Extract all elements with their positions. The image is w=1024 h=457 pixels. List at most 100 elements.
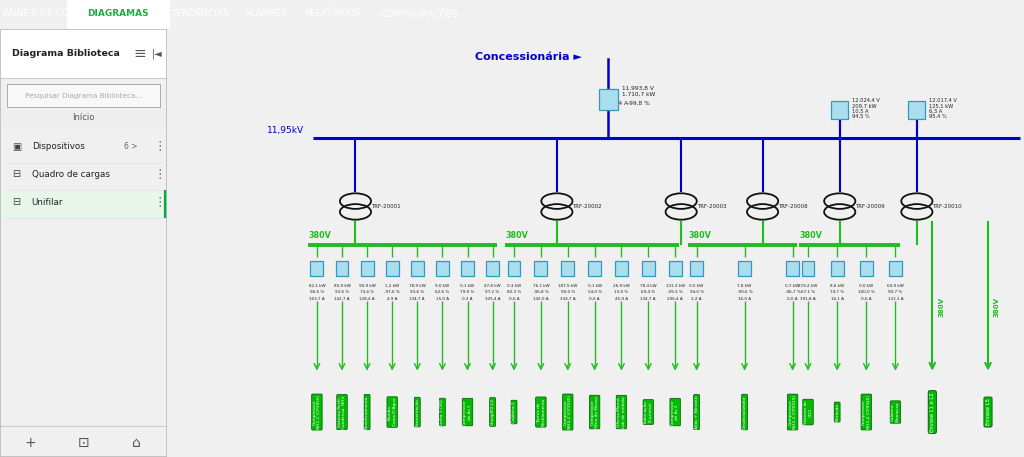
FancyBboxPatch shape (436, 261, 449, 276)
Text: 380V: 380V (800, 231, 822, 239)
FancyBboxPatch shape (486, 261, 499, 276)
Text: 206,4 A: 206,4 A (668, 297, 683, 301)
Text: Compressor
NH3-3 (CP0919): Compressor NH3-3 (CP0919) (788, 395, 797, 429)
Text: Fermentação: Fermentação (416, 398, 419, 426)
Text: Compressor
de Ar-2: Compressor de Ar-2 (671, 399, 680, 425)
Text: 380V: 380V (308, 231, 331, 239)
Text: 391,8 A: 391,8 A (800, 297, 816, 301)
Text: 0,0 A: 0,0 A (589, 297, 600, 301)
Text: 0,0 A: 0,0 A (861, 297, 871, 301)
FancyBboxPatch shape (336, 261, 348, 276)
Text: 6 >: 6 > (124, 142, 137, 151)
Text: TRF-20009: TRF-20009 (855, 204, 885, 209)
Text: 7,8 kW: 7,8 kW (737, 284, 752, 288)
Text: 6,3 A: 6,3 A (929, 109, 942, 114)
Text: Caldeira 2: Caldeira 2 (512, 401, 516, 423)
Bar (0, 109, 167, 125)
Text: ⋮: ⋮ (154, 168, 166, 181)
Text: 93,6 %: 93,6 % (335, 291, 349, 294)
Text: 82,1 kW: 82,1 kW (308, 284, 326, 288)
FancyBboxPatch shape (889, 261, 902, 276)
Text: 0,0 kW: 0,0 kW (859, 284, 873, 288)
Text: Envase L1 e L2: Envase L1 e L2 (930, 392, 935, 432)
Text: Sistema de
CO2: Sistema de CO2 (804, 400, 812, 424)
Text: 26,9 kW: 26,9 kW (613, 284, 630, 288)
Text: ▣: ▣ (11, 142, 20, 152)
Text: 380V: 380V (938, 297, 944, 317)
Text: Unifilar: Unifilar (32, 198, 63, 207)
Text: TRF-20001: TRF-20001 (371, 204, 400, 209)
Bar (0, 191, 167, 218)
Text: 13,9 %: 13,9 % (614, 291, 629, 294)
Text: 85,9 kW: 85,9 kW (334, 284, 350, 288)
Text: TRF-20010: TRF-20010 (932, 204, 962, 209)
Text: 93,6 %: 93,6 % (411, 291, 424, 294)
Text: Compressor
NH3-4 (CP9940): Compressor NH3-4 (CP9940) (862, 395, 870, 429)
Text: 62,6 %: 62,6 % (435, 291, 450, 294)
Text: ⌂: ⌂ (132, 436, 141, 450)
Text: -99,8 %: -99,8 % (627, 101, 650, 106)
Text: 142,0 A: 142,0 A (534, 297, 549, 301)
FancyBboxPatch shape (642, 261, 654, 276)
Text: 125,1 kW: 125,1 kW (929, 103, 953, 108)
Text: 76,1 kW: 76,1 kW (532, 284, 549, 288)
FancyBboxPatch shape (615, 261, 628, 276)
Text: 100,0 %: 100,0 % (858, 291, 874, 294)
Text: 0,1 kW: 0,1 kW (461, 284, 474, 288)
Text: -96,8 %: -96,8 % (534, 291, 549, 294)
FancyBboxPatch shape (831, 101, 848, 119)
Text: 79,9 %: 79,9 % (461, 291, 475, 294)
Text: 0,0 A: 0,0 A (787, 297, 798, 301)
Text: Filtração: Filtração (836, 403, 839, 421)
Text: RELATÓRIOS: RELATÓRIOS (304, 9, 361, 18)
Text: 187,5 kW: 187,5 kW (558, 284, 578, 288)
FancyBboxPatch shape (508, 261, 520, 276)
Text: 90,0 %: 90,0 % (560, 291, 574, 294)
Text: Envase L5: Envase L5 (985, 399, 990, 425)
FancyBboxPatch shape (360, 261, 374, 276)
Text: ⋮: ⋮ (154, 140, 166, 153)
FancyBboxPatch shape (310, 261, 324, 276)
Text: 128,4 A: 128,4 A (359, 297, 375, 301)
Text: 11.993,8 V: 11.993,8 V (622, 86, 654, 91)
FancyBboxPatch shape (461, 261, 474, 276)
Text: 8,6 kW: 8,6 kW (830, 284, 844, 288)
Bar (7, 85, 160, 107)
Text: Compressor
NH3-2 (CP3930): Compressor NH3-2 (CP3930) (563, 395, 572, 429)
Text: -99,3 %: -99,3 % (668, 291, 683, 294)
Text: Compressor
de Ar-1: Compressor de Ar-1 (463, 399, 472, 425)
Text: Choop/P2-L3: Choop/P2-L3 (490, 399, 495, 425)
Text: 209,7 kW: 209,7 kW (852, 103, 877, 108)
FancyBboxPatch shape (561, 261, 574, 276)
Text: 78,4 kW: 78,4 kW (640, 284, 656, 288)
Text: 105,4 A: 105,4 A (484, 297, 501, 301)
Text: ≡: ≡ (133, 46, 146, 61)
Text: Pesquisar Diagrama Biblioteca...: Pesquisar Diagrama Biblioteca... (25, 93, 142, 99)
Text: 69,4 %: 69,4 % (641, 291, 655, 294)
Text: 380V: 380V (688, 231, 711, 239)
Text: 380V: 380V (994, 297, 1000, 317)
Text: 80,3 %: 80,3 % (507, 291, 521, 294)
Text: PAINÉIS DE CON.: PAINÉIS DE CON. (3, 9, 79, 18)
Text: 78,9 kW: 78,9 kW (409, 284, 426, 288)
Text: 334,7 A: 334,7 A (560, 297, 575, 301)
Text: 12.017,4 V: 12.017,4 V (929, 98, 956, 103)
Text: Desalcoolizador: Desalcoolizador (742, 395, 746, 429)
Text: 0,5 kW: 0,5 kW (689, 284, 703, 288)
FancyBboxPatch shape (669, 261, 682, 276)
Text: 163,7 A: 163,7 A (309, 297, 325, 301)
FancyBboxPatch shape (908, 101, 926, 119)
FancyBboxPatch shape (535, 261, 547, 276)
Text: 94,0 %: 94,0 % (689, 291, 703, 294)
Text: |◄: |◄ (152, 48, 163, 59)
Text: ⊟: ⊟ (11, 197, 19, 207)
Text: 83,4 A: 83,4 A (609, 101, 628, 106)
FancyBboxPatch shape (860, 261, 872, 276)
Text: Quadro de cargas: Quadro de cargas (32, 170, 110, 179)
FancyBboxPatch shape (830, 261, 844, 276)
Text: 122,1 A: 122,1 A (888, 297, 903, 301)
Text: Linha 1 CPD: Linha 1 CPD (440, 399, 444, 425)
Text: 95,4 %: 95,4 % (929, 114, 946, 119)
Text: 0,3 kW: 0,3 kW (507, 284, 521, 288)
Text: 134,7 A: 134,7 A (640, 297, 656, 301)
